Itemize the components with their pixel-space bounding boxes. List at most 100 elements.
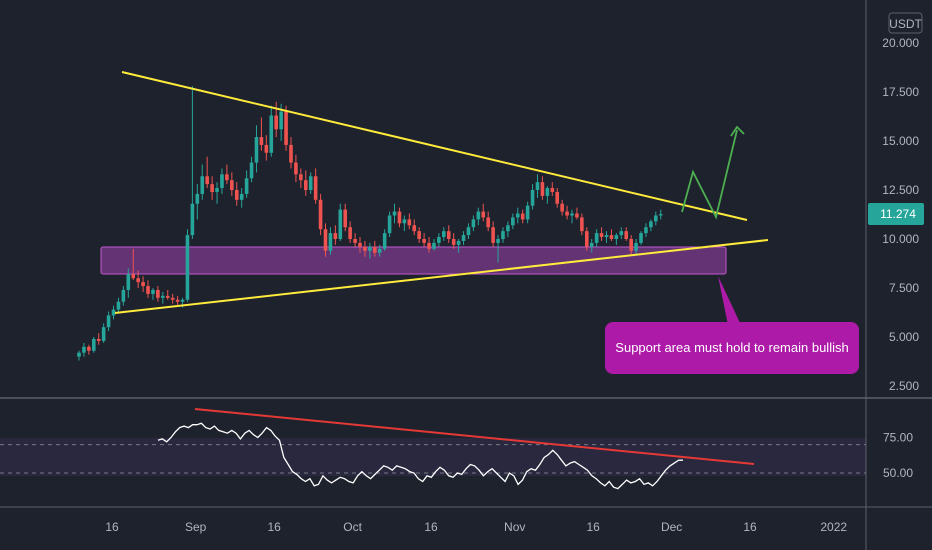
candle-body xyxy=(461,235,466,241)
time-tick-label: Dec xyxy=(661,520,682,534)
candle-body xyxy=(333,233,338,239)
time-tick-label: Oct xyxy=(343,520,362,534)
candle-body xyxy=(565,211,569,216)
price-axis[interactable]: 20.000 17.500 15.000 12.500 10.000 7.500 5.000… xyxy=(882,36,919,393)
candle-body xyxy=(101,327,106,341)
callout-pointer xyxy=(718,276,741,325)
candle-body xyxy=(442,231,446,238)
candle-body xyxy=(116,301,121,310)
candle-body xyxy=(170,297,175,300)
candle-body xyxy=(422,239,426,243)
candle-body xyxy=(387,215,392,234)
candle-body xyxy=(466,227,471,236)
candle-body xyxy=(318,199,323,230)
candle-body xyxy=(535,182,540,190)
candle-body xyxy=(575,213,579,218)
candle-body xyxy=(353,239,357,243)
candle-body xyxy=(230,180,234,190)
candle-body xyxy=(220,174,224,189)
currency-text: USDT xyxy=(889,17,922,31)
plot-background xyxy=(0,0,866,550)
candle-body xyxy=(609,235,614,239)
candle-body xyxy=(249,162,254,179)
candle-body xyxy=(254,137,259,163)
projection-path xyxy=(681,129,738,220)
candle-body xyxy=(195,193,200,204)
time-tick-label: 2022 xyxy=(820,520,847,534)
candle-body xyxy=(373,246,377,253)
candle-body xyxy=(284,111,288,145)
time-tick-label: 16 xyxy=(586,520,600,534)
candle-body xyxy=(560,203,564,212)
candle-body xyxy=(225,174,229,181)
time-tick-label: Sep xyxy=(185,520,207,534)
candle-body xyxy=(530,190,535,206)
time-tick-label: 16 xyxy=(424,520,438,534)
candle-body xyxy=(550,188,555,192)
candle-body xyxy=(555,191,560,204)
candle-body xyxy=(624,231,629,239)
oscillator-axis[interactable]: 75.00 50.00 xyxy=(883,431,913,481)
candle-body xyxy=(358,242,362,247)
candle-body xyxy=(456,240,461,245)
support-zone xyxy=(100,246,727,275)
candle-body xyxy=(308,176,313,190)
candle-body xyxy=(476,211,481,220)
candle-body xyxy=(77,352,81,357)
candle-body xyxy=(210,184,214,192)
candle-body xyxy=(215,188,219,192)
time-tick-label: 16 xyxy=(267,520,281,534)
candle-body xyxy=(106,315,111,328)
candle-body xyxy=(515,213,520,218)
callout-box xyxy=(605,322,859,374)
candle-body xyxy=(190,203,195,236)
candle-body xyxy=(649,221,653,228)
projection-arrowhead xyxy=(730,125,745,137)
candles-group xyxy=(77,86,663,361)
candle-body xyxy=(377,248,382,253)
oscillator-tick-label: 50.00 xyxy=(883,466,913,480)
candle-body xyxy=(654,215,658,222)
candle-body xyxy=(141,282,145,287)
candle-body xyxy=(165,295,170,298)
candle-body xyxy=(205,176,209,185)
candle-body xyxy=(274,115,278,130)
price-tick-label: 20.000 xyxy=(882,36,919,50)
candle-body xyxy=(481,211,486,218)
candle-body xyxy=(589,242,594,247)
candle-body xyxy=(363,246,367,251)
candle-body xyxy=(634,242,638,251)
candle-body xyxy=(392,211,397,216)
time-axis[interactable]: 16 Sep 16 Oct 16 Nov 16 Dec 16 2022 xyxy=(105,520,847,534)
candle-body xyxy=(580,217,584,232)
candle-body xyxy=(264,144,269,153)
candle-body xyxy=(451,239,456,245)
oscillator-tick-label: 75.00 xyxy=(883,431,913,445)
price-tick-label: 15.000 xyxy=(882,134,919,148)
candle-body xyxy=(294,162,298,175)
candle-body xyxy=(471,219,476,228)
candle-body xyxy=(234,190,239,200)
candle-body xyxy=(570,213,574,216)
candle-body xyxy=(175,299,180,302)
candle-body xyxy=(397,211,402,224)
candle-body xyxy=(299,174,303,181)
price-tick-label: 5.000 xyxy=(889,330,919,344)
candle-body xyxy=(520,213,525,220)
candle-body xyxy=(200,176,205,194)
candle-body xyxy=(584,231,589,247)
price-tick-label: 12.500 xyxy=(882,183,919,197)
candle-body xyxy=(185,235,190,300)
candle-body xyxy=(604,235,609,238)
candle-body xyxy=(382,233,387,249)
currency-label[interactable] xyxy=(888,12,923,34)
candle-body xyxy=(496,239,500,243)
candle-body xyxy=(161,295,165,298)
time-tick-label: 16 xyxy=(105,520,119,534)
candle-body xyxy=(136,278,140,283)
candle-body xyxy=(91,338,96,351)
candle-body xyxy=(501,231,505,239)
candle-body xyxy=(619,231,624,236)
last-price-tag xyxy=(868,203,924,226)
